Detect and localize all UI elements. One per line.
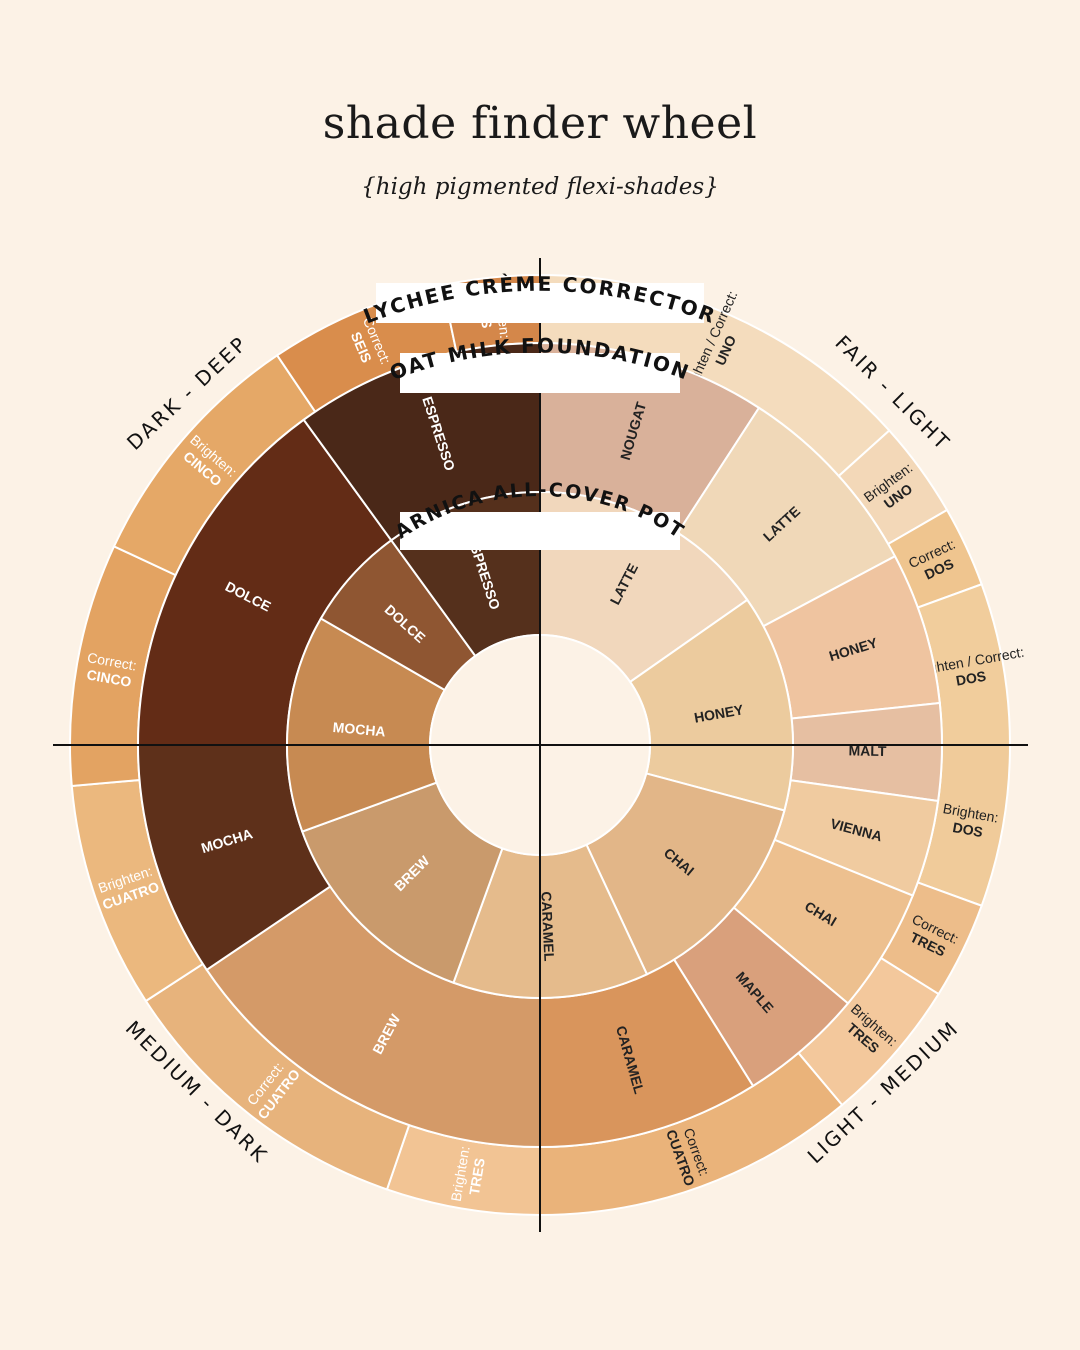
- page-title: shade finder wheel: [322, 98, 758, 149]
- foundation-label: MALT: [848, 742, 887, 759]
- corrector-shade: DOS: [951, 819, 984, 840]
- corrector-shade: CINCO: [85, 666, 132, 690]
- foundation-ring: NOUGATLATTEHONEYMALTVIENNACHAIMAPLECARAM…: [136, 341, 943, 1149]
- all-cover-pot-label: CARAMEL: [538, 891, 557, 962]
- corrector-shade: DOS: [955, 668, 988, 689]
- corrector-label: Correct:CINCO: [83, 649, 138, 690]
- outer-title-bg: [376, 283, 704, 323]
- middle-title-bg: [400, 353, 680, 393]
- inner-title-bg: [400, 512, 680, 550]
- page-subtitle: {high pigmented flexi-shades}: [361, 174, 719, 200]
- corrector-shade: TRES: [466, 1157, 488, 1196]
- all-cover-pot-label: MOCHA: [332, 719, 386, 740]
